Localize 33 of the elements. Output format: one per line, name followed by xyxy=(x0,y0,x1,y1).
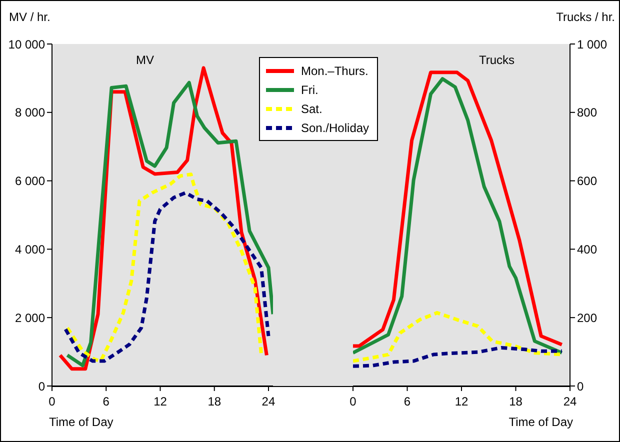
legend-label: Fri. xyxy=(301,82,318,96)
y-tick-label: 8 000 xyxy=(14,106,46,120)
y-tick-label: 1 000 xyxy=(577,37,608,52)
text: Trucks xyxy=(479,53,515,67)
y-axis-title: Trucks / hr. xyxy=(556,10,615,24)
y-tick-label: 0 xyxy=(38,379,46,394)
legend-label: Sat. xyxy=(301,102,322,116)
legend-label: Son./Holiday xyxy=(301,120,370,134)
y-tick-label: 200 xyxy=(577,310,598,325)
y-tick-label: 6 000 xyxy=(14,174,46,188)
y-tick-label: 400 xyxy=(577,242,598,256)
x-tick-label: 12 xyxy=(154,394,168,409)
y-tick-label: 10 000 xyxy=(8,37,46,52)
x-tick-label: 6 xyxy=(102,394,110,409)
text: MV xyxy=(136,53,154,67)
y-tick-label: 0 xyxy=(577,379,584,394)
x-tick-label: 18 xyxy=(208,394,222,409)
x-tick-label: 0 xyxy=(48,394,56,409)
x-tick-label: 12 xyxy=(454,394,468,409)
y-axis-title: MV / hr. xyxy=(9,10,50,24)
x-tick-label: 24 xyxy=(262,394,276,409)
legend-label: Mon.–Thurs. xyxy=(301,64,368,78)
x-tick-label: 18 xyxy=(509,394,523,409)
y-tick-label: 600 xyxy=(577,174,598,188)
y-tick-label: 800 xyxy=(577,106,598,120)
x-tick-label: 24 xyxy=(563,394,577,409)
x-tick-label: 6 xyxy=(404,394,411,409)
x-tick-label: 0 xyxy=(350,394,357,409)
x-axis-title: Time of Day xyxy=(49,415,114,429)
line-series xyxy=(353,346,564,368)
y-tick-label: 4 000 xyxy=(14,242,46,256)
y-tick-label: 2 000 xyxy=(14,310,46,325)
x-axis-title: Time of Day xyxy=(508,415,573,429)
